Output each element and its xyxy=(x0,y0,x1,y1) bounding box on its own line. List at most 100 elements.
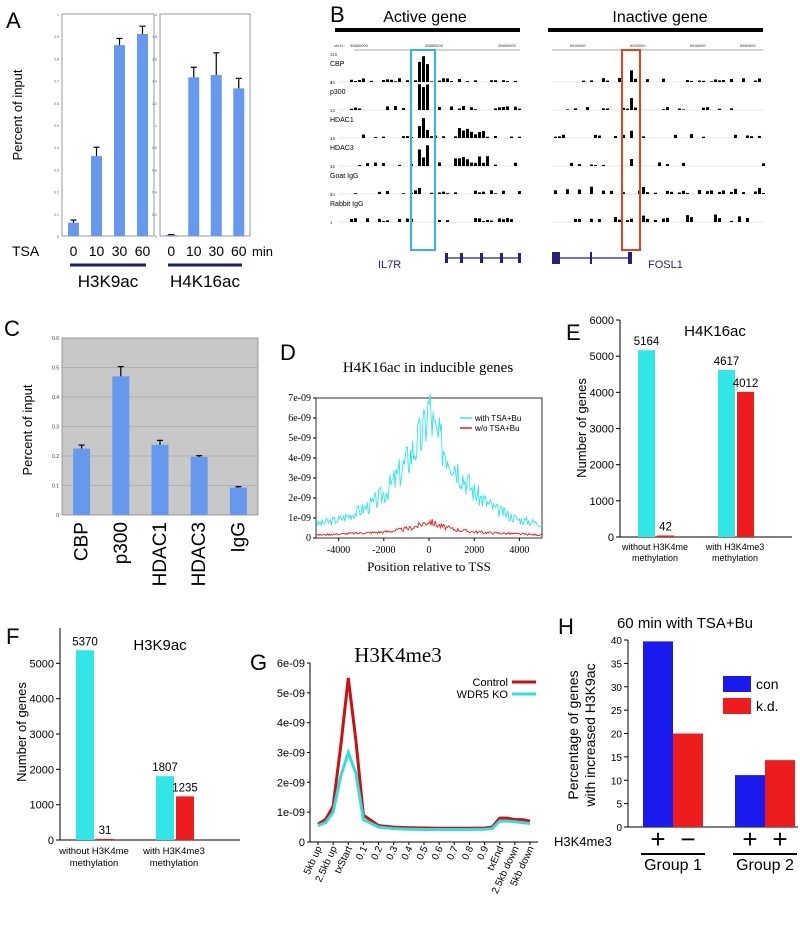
highlight-box-active xyxy=(410,49,436,251)
signal-peak xyxy=(498,107,501,110)
value-label: 5370 xyxy=(72,636,98,648)
x-tick-label: 4000 xyxy=(509,545,529,556)
series-line xyxy=(315,393,543,528)
y-axis-label: with increased H3K9ac xyxy=(582,663,598,807)
signal-peak xyxy=(402,108,405,110)
y-tick-label: 0.9 xyxy=(54,35,59,39)
track-max: 116 xyxy=(330,52,338,57)
y-tick-label: 0 xyxy=(306,533,311,544)
signal-peak xyxy=(414,190,417,194)
signal-peak xyxy=(422,56,425,82)
signal-peak xyxy=(350,108,353,110)
signal-peak xyxy=(490,190,493,194)
signal-peak xyxy=(622,134,625,138)
signal-peak xyxy=(602,78,605,82)
signal-peak xyxy=(402,193,405,194)
signal-peak xyxy=(690,217,693,222)
coordinate-label: 6550000 xyxy=(740,43,756,48)
header-inactive: Inactive gene xyxy=(612,9,707,26)
group-mark: + xyxy=(650,824,665,854)
signal-peak xyxy=(710,81,713,82)
bar xyxy=(91,156,102,236)
signal-peak xyxy=(486,156,489,166)
y-tick-label: 0 xyxy=(616,823,622,834)
group-label: H3K9ac xyxy=(78,272,139,291)
panel-d: D H4K16ac in inducible genes 0 1e-09 2e-09 3… xyxy=(270,310,560,610)
signal-peak xyxy=(702,136,705,138)
y-tick-label: 0.7 xyxy=(54,80,59,84)
highlight-box-inactive xyxy=(621,49,641,251)
signal-peak xyxy=(474,190,477,194)
y-tick-label: 2 xyxy=(155,13,157,17)
signal-peak xyxy=(714,79,717,82)
y-tick-label: 1000 xyxy=(590,496,614,508)
bar xyxy=(188,77,200,237)
signal-peak xyxy=(586,107,589,110)
group-label: methylation xyxy=(70,858,119,869)
chart-title: H3K9ac xyxy=(133,637,187,654)
signal-peak xyxy=(478,156,481,166)
legend-label: k.d. xyxy=(756,698,779,714)
group-label: methylation xyxy=(632,553,678,563)
signal-peak xyxy=(442,78,445,82)
gene-exon xyxy=(445,253,448,263)
y-tick-label: 2e-09 xyxy=(277,777,305,789)
signal-peak xyxy=(398,78,401,82)
x-tick-label: 10 xyxy=(89,243,105,259)
y-tick-label: 5e-09 xyxy=(288,433,311,444)
panel-h: H 60 min with TSA+Bu Percentage of genes w… xyxy=(550,610,800,924)
signal-peak xyxy=(426,84,429,110)
bar xyxy=(233,88,245,237)
y-tick-label: 6e-09 xyxy=(288,413,311,424)
signal-peak xyxy=(514,80,517,82)
panel-letter-d: D xyxy=(280,340,296,365)
track-min: 1 xyxy=(330,80,333,85)
signal-peak xyxy=(666,107,669,110)
signal-peak xyxy=(386,220,389,222)
y-tick-label: 3e-09 xyxy=(277,748,305,760)
chart-d: H4K16ac in inducible genes 0 1e-09 2e-09 3e-… xyxy=(288,360,543,574)
signal-peak xyxy=(682,162,685,166)
signal-peak xyxy=(418,126,421,138)
signal-peak xyxy=(606,108,609,110)
signal-peak xyxy=(354,107,357,110)
y-tick-label: 0 xyxy=(299,837,305,849)
bar xyxy=(96,838,114,840)
legend-label: WDR5 KO xyxy=(457,689,509,701)
y-tick-label: 20 xyxy=(611,730,623,741)
series-line xyxy=(317,747,531,831)
track-max: 16 xyxy=(330,164,336,169)
signal-peak xyxy=(734,134,737,138)
signal-peak xyxy=(666,190,669,194)
signal-peak xyxy=(654,220,657,222)
track-min: 1 xyxy=(330,192,333,197)
panel-letter-c: C xyxy=(4,316,20,341)
signal-peak xyxy=(746,135,749,138)
signal-peak xyxy=(478,218,481,222)
y-tick-label: 5000 xyxy=(590,351,614,363)
signal-peak xyxy=(466,159,469,166)
track-name: HDAC1 xyxy=(330,117,354,124)
x-tick-label: 60 xyxy=(231,243,247,259)
signal-peak xyxy=(418,61,421,82)
signal-peak xyxy=(430,81,433,82)
y-tick-label: 0.4 xyxy=(152,191,157,195)
signal-peak xyxy=(354,218,357,222)
y-tick-label: 1.2 xyxy=(152,102,157,106)
value-label: 1807 xyxy=(152,762,178,774)
y-tick-label: 1.8 xyxy=(152,35,157,39)
signal-peak xyxy=(458,108,461,110)
y-tick-label: 0.5 xyxy=(52,366,59,372)
signal-peak xyxy=(714,214,717,222)
plot-frame xyxy=(159,13,251,237)
signal-peak xyxy=(406,80,409,82)
signal-peak xyxy=(490,220,493,222)
signal-peak xyxy=(614,216,617,222)
signal-peak xyxy=(482,162,485,166)
signal-peak xyxy=(462,130,465,138)
track-min: 1 xyxy=(330,220,333,225)
group-label: with H3K4me3 xyxy=(142,846,205,857)
y-tick-label: 3e-09 xyxy=(288,473,311,484)
signal-peak xyxy=(678,108,681,110)
track-min: 1 xyxy=(330,136,333,141)
